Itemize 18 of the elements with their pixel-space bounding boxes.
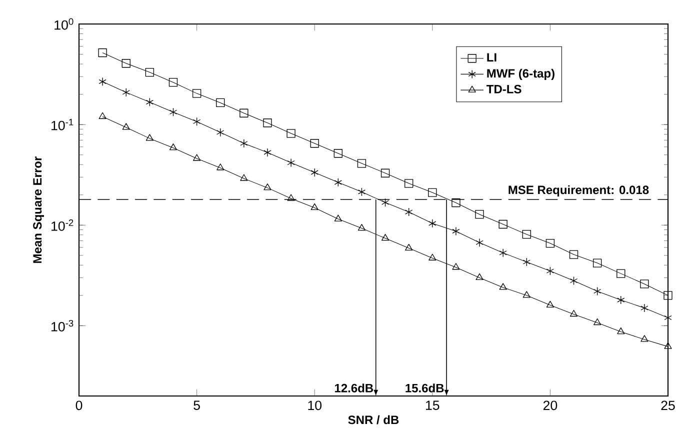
x-tick-label: 25 — [661, 400, 675, 410]
legend-label: MWF (6-tap) — [487, 68, 554, 80]
x-axis-title: SNR / dB — [348, 415, 399, 424]
x-tick-label: 5 — [194, 400, 200, 410]
x-tick-label: 15 — [426, 400, 440, 410]
y-tick-label: 10$^{-1}$ — [52, 118, 74, 130]
x-tick-label: 20 — [543, 400, 558, 410]
legend-label: LI — [487, 53, 496, 62]
y-axis-title: Mean Square Error — [33, 156, 44, 263]
x-tick-label: 0 — [76, 400, 82, 410]
y-tick-label: 10$^{0}$ — [54, 18, 74, 30]
legend-label: TD-LS — [486, 84, 522, 94]
annotation: 12.6dB — [334, 384, 374, 392]
y-tick-label: 10$^{-2}$ — [52, 219, 74, 231]
y-tick-label: 10$^{-3}$ — [52, 320, 74, 332]
ref-line-label: MSE Requirement: 0.018 — [508, 185, 649, 197]
annotation: 15.6dB — [406, 384, 444, 392]
x-tick-label: 10 — [308, 400, 322, 410]
